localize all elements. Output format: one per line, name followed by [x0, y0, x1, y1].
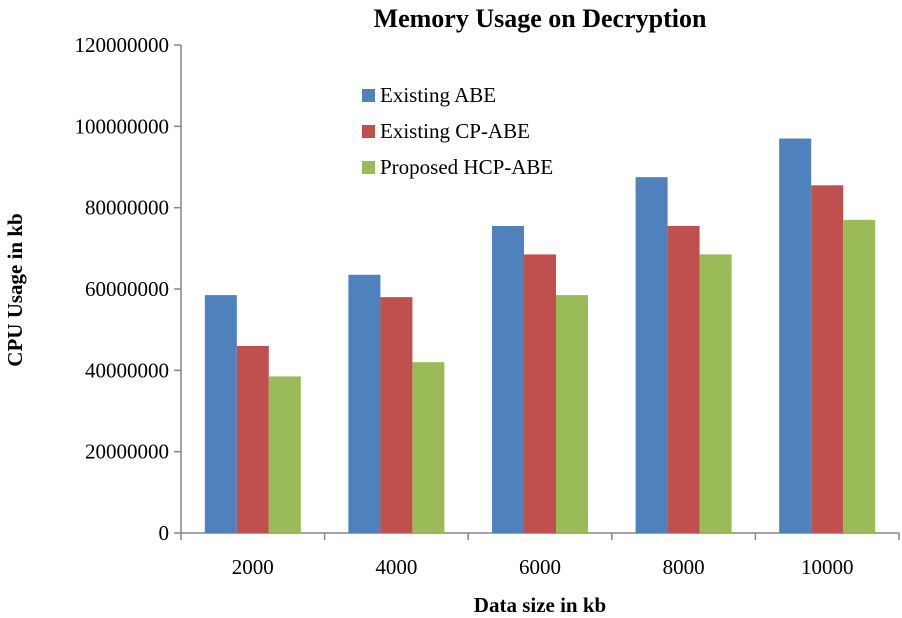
x-tick-label: 8000 [663, 555, 705, 579]
bar [492, 225, 524, 533]
bar [556, 295, 588, 533]
x-tick-label: 6000 [519, 555, 561, 579]
legend: Existing ABE Existing CP-ABE Proposed HCP-… [362, 83, 553, 179]
y-tick-label: 100000000 [75, 114, 170, 138]
plot-area: 0 20000000 40000000 60000000 80000000 1000000… [75, 33, 900, 579]
legend-label: Existing ABE [380, 83, 496, 107]
bar [204, 295, 237, 533]
y-tick-label: 60000000 [85, 277, 169, 301]
bar [667, 225, 700, 533]
bar [380, 297, 413, 533]
x-tick-label: 10000 [801, 555, 854, 579]
x-tick-label: 4000 [375, 555, 417, 579]
bar [524, 254, 556, 533]
chart-title: Memory Usage on Decryption [374, 4, 707, 33]
y-tick-label: 80000000 [85, 196, 169, 220]
legend-swatch [362, 161, 375, 174]
bar [843, 219, 876, 533]
legend-swatch [362, 89, 375, 102]
y-tick-label: 0 [159, 521, 170, 545]
legend-swatch [362, 125, 375, 138]
x-axis-title: Data size in kb [474, 593, 606, 617]
x-tick-label: 2000 [232, 555, 274, 579]
bar [699, 254, 732, 533]
bar [811, 185, 844, 534]
legend-label: Proposed HCP-ABE [380, 155, 553, 179]
y-tick-label: 20000000 [85, 440, 169, 464]
bar [779, 138, 812, 534]
bar [635, 177, 668, 533]
y-tick-label: 40000000 [85, 358, 169, 382]
bar [268, 376, 301, 533]
bar [412, 362, 445, 533]
bar [236, 345, 269, 533]
y-tick-label: 120000000 [75, 33, 170, 57]
bar [348, 274, 381, 533]
y-axis-title: CPU Usage in kb [3, 213, 27, 366]
legend-label: Existing CP-ABE [380, 119, 530, 143]
